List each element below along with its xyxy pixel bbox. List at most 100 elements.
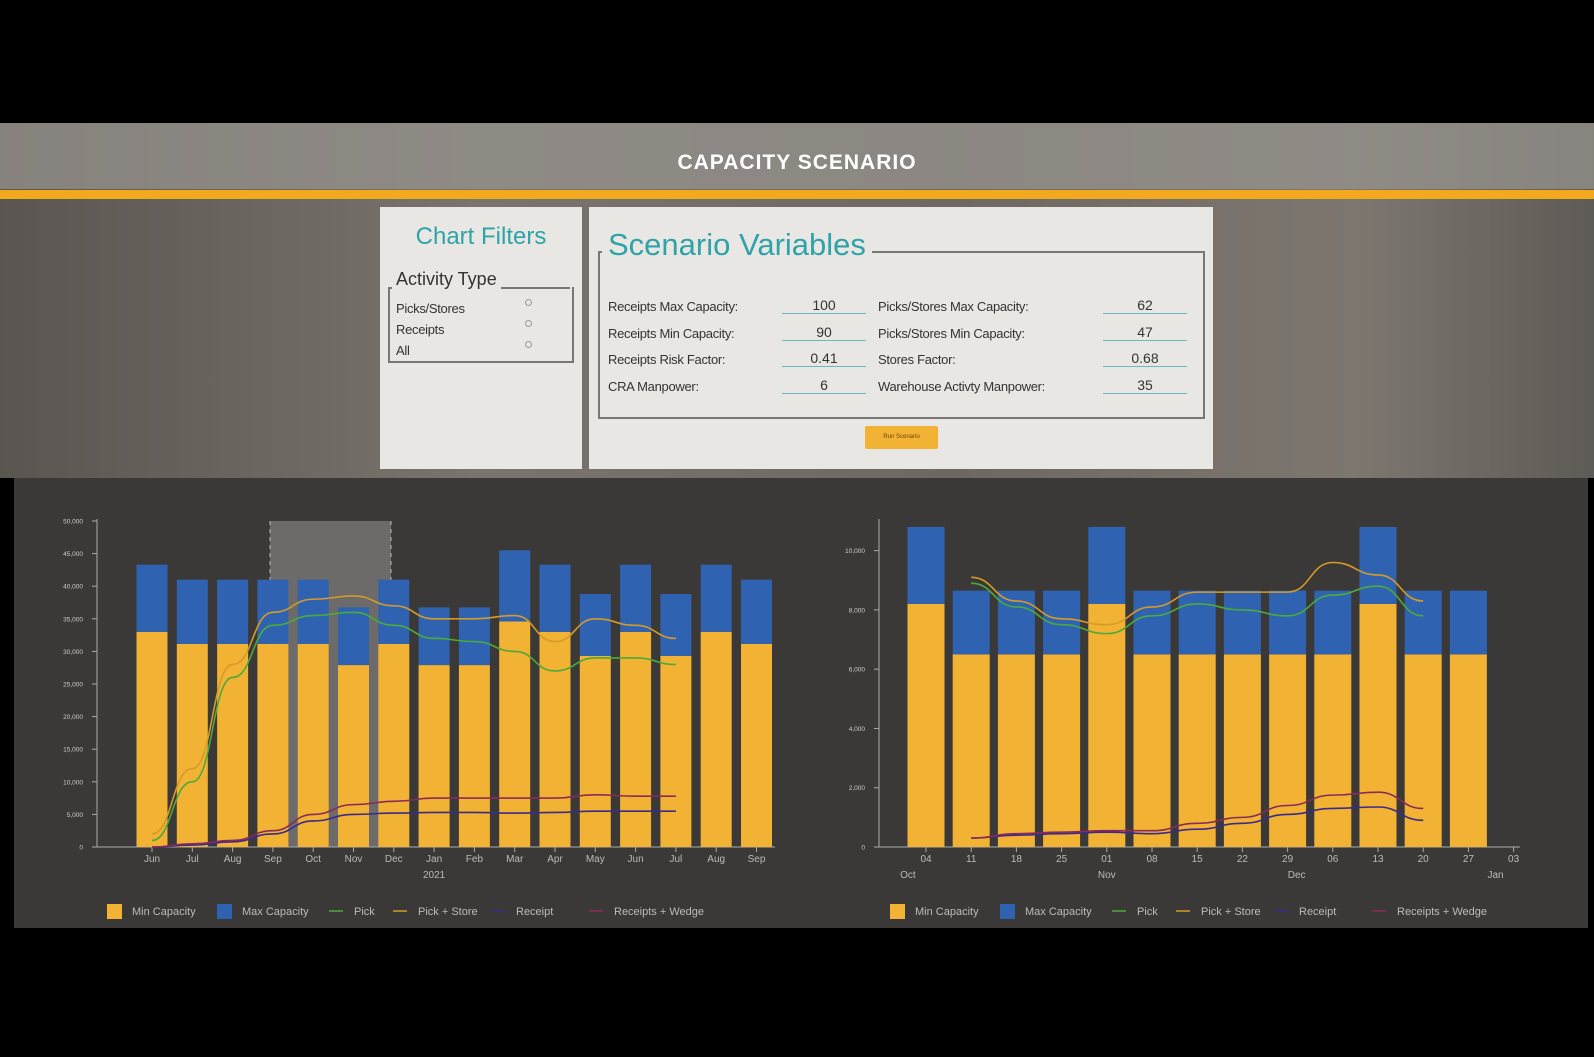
bar [1223, 590, 1261, 655]
variable-label: Warehouse Activty Manpower: [878, 378, 1045, 394]
bar [378, 643, 410, 847]
x-tick-label: 25 [1056, 854, 1068, 865]
legend-label: Max Capacity [1025, 906, 1092, 918]
bar [700, 631, 732, 847]
bar [700, 564, 732, 632]
line [151, 595, 676, 835]
bar [1314, 590, 1352, 655]
legend-swatch [890, 904, 905, 919]
line [971, 806, 1424, 839]
fieldset [598, 251, 1205, 419]
x-tick-label: 18 [1011, 854, 1023, 865]
variable-input[interactable]: 62 [1103, 297, 1187, 314]
y-tick-label: 20,000 [63, 714, 83, 721]
x-tick-label: 04 [920, 854, 932, 865]
line [151, 794, 676, 848]
y-tick-label: 10,000 [63, 779, 83, 786]
x-tick-label: Dec [385, 854, 403, 865]
x-tick-label: Aug [224, 854, 242, 865]
bar [297, 579, 329, 644]
highlight [270, 521, 391, 847]
bar [499, 550, 531, 622]
variable-label: Picks/Stores Min Capacity: [878, 325, 1025, 341]
x-tick-label: Sep [264, 854, 282, 865]
bar [217, 643, 249, 847]
y-tick-label: 0 [79, 845, 83, 852]
banner-title: CAPACITY SCENARIO [0, 123, 1594, 189]
bar [741, 579, 772, 644]
y-tick-label: 6,000 [849, 667, 866, 674]
variable-input[interactable]: 35 [1103, 377, 1187, 394]
legend-label: Min Capacity [915, 906, 979, 918]
run-button[interactable]: Run Scenario [865, 426, 938, 449]
legend-label: Pick + Store [418, 906, 478, 918]
bar [1269, 654, 1307, 847]
x-tick-label: 15 [1192, 854, 1204, 865]
filters-panel: Chart Filters Activity Type Picks/Stores… [380, 207, 582, 469]
variable-input[interactable]: 90 [782, 324, 866, 341]
bar [539, 631, 571, 847]
y-tick-label: 4,000 [849, 726, 866, 733]
variable-input[interactable]: 47 [1103, 324, 1187, 341]
variable-input[interactable]: 6 [782, 377, 866, 394]
x-tick-label: Sep [748, 854, 766, 865]
stripe [0, 190, 1594, 199]
x-tick-label: 06 [1327, 854, 1339, 865]
x-tick-label: Jun [144, 854, 160, 865]
legend-label: Max Capacity [242, 906, 309, 918]
x-tick-label: 13 [1372, 854, 1384, 865]
radio[interactable] [525, 299, 532, 306]
legend-label: Receipt [516, 906, 553, 918]
bar [1404, 654, 1442, 847]
variables-title: Scenario Variables [602, 227, 872, 263]
legend-label: Receipt [1299, 906, 1336, 918]
bar [1404, 590, 1442, 655]
radio[interactable] [525, 320, 532, 327]
bar [660, 594, 692, 656]
option-label: Picks/Stores [396, 301, 465, 316]
x-tick-label: Feb [466, 854, 484, 865]
x-tick-label: Apr [547, 854, 563, 865]
x-group-label: Oct [900, 870, 916, 881]
bar [1088, 526, 1126, 604]
variables-panel: Scenario Variables Receipts Max Capacity… [589, 207, 1213, 469]
bar [952, 590, 990, 655]
bar [458, 665, 490, 847]
bar [579, 655, 611, 847]
line [151, 611, 676, 842]
bar [620, 564, 652, 632]
group-label: Activity Type [392, 269, 501, 290]
x-tick-label: 29 [1282, 854, 1294, 865]
legend-label: Receipts + Wedge [614, 906, 704, 918]
bar [997, 654, 1035, 847]
bar [418, 665, 450, 847]
variable-input[interactable]: 100 [782, 297, 866, 314]
bar [741, 643, 772, 847]
bar [1133, 654, 1171, 847]
x-tick-label: 01 [1101, 854, 1113, 865]
x-tick-label: Jul [186, 854, 199, 865]
bar [338, 665, 369, 847]
bar [907, 526, 945, 604]
bar [1449, 590, 1487, 655]
bar [1223, 654, 1261, 847]
bar [997, 590, 1035, 655]
variable-input[interactable]: 0.68 [1103, 350, 1187, 367]
variable-label: Picks/Stores Max Capacity: [878, 299, 1029, 314]
legend-label: Pick [354, 906, 375, 918]
radio[interactable] [525, 341, 532, 348]
bar [217, 579, 249, 644]
bar [136, 631, 168, 847]
y-tick-label: 50,000 [63, 519, 83, 526]
bar [1178, 590, 1216, 655]
bar [1043, 654, 1081, 847]
y-tick-label: 40,000 [63, 584, 83, 591]
x-group-label: Nov [1098, 870, 1116, 881]
variable-input[interactable]: 0.41 [782, 350, 866, 367]
filters-title: Chart Filters [415, 223, 547, 250]
bar [136, 564, 168, 632]
bar [338, 607, 369, 666]
bar [1314, 654, 1352, 847]
